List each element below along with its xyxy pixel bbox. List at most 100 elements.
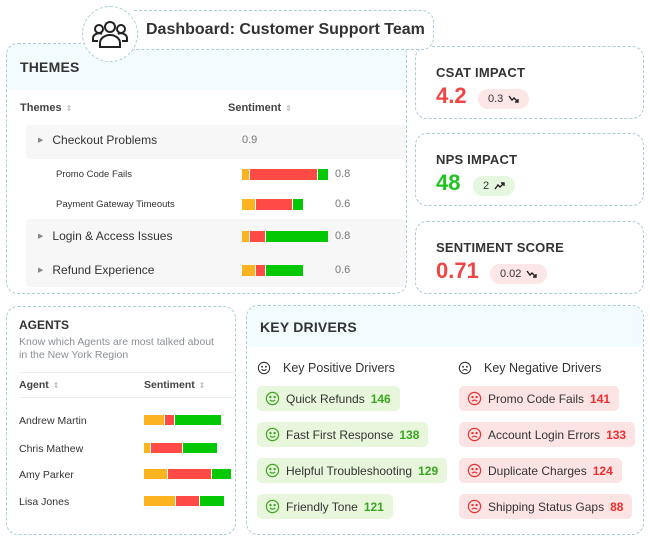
sentiment-bar-segment-negative	[250, 169, 317, 180]
agent-name: Andrew Martin	[19, 415, 87, 427]
agent-name: Amy Parker	[19, 469, 74, 481]
theme-row[interactable]: ▶ Refund Experience	[38, 262, 154, 278]
sentiment-value: 0.6	[335, 264, 350, 276]
driver-label: Friendly Tone	[286, 500, 358, 514]
agent-name: Chris Mathew	[19, 443, 83, 455]
agent-sentiment-column-header[interactable]: Sentiment ⇕	[144, 379, 205, 391]
themes-title: THEMES	[7, 44, 406, 90]
driver-count: 121	[364, 500, 384, 514]
frown-icon	[458, 361, 472, 375]
metric-change-badge: 2	[473, 176, 515, 196]
driver-label: Fast First Response	[286, 428, 393, 442]
driver-label: Quick Refunds	[286, 392, 365, 406]
positive-drivers-heading: Key Positive Drivers	[257, 361, 395, 375]
theme-row[interactable]: Payment Gateway Timeouts	[56, 196, 175, 212]
sentiment-bar-segment-neutral	[144, 469, 167, 479]
driver-label: Account Login Errors	[488, 428, 600, 442]
frown-icon	[467, 499, 482, 514]
agent-row[interactable]: Amy Parker	[19, 468, 74, 482]
driver-count: 133	[606, 428, 626, 442]
metric-change: 0.3	[488, 93, 503, 105]
agent-column-label: Agent	[19, 379, 49, 391]
themes-column-label: Themes	[20, 102, 62, 114]
positive-driver-chip[interactable]: Friendly Tone 121	[257, 494, 393, 519]
metric-title: NPS IMPACT	[436, 152, 517, 167]
sentiment-value: 0.6	[335, 198, 350, 210]
sentiment-bar-segment-negative	[165, 415, 174, 425]
theme-row[interactable]: ▶ Checkout Problems	[38, 132, 157, 148]
driver-count: 141	[590, 392, 610, 406]
agent-sentiment-column-label: Sentiment	[144, 379, 195, 391]
sentiment-bar	[242, 169, 328, 180]
sentiment-bar-segment-positive	[183, 443, 217, 453]
theme-sentiment: 0.6	[242, 196, 350, 212]
sentiment-bar-segment-neutral	[242, 231, 249, 242]
positive-drivers-label: Key Positive Drivers	[283, 361, 395, 375]
sentiment-bar-segment-neutral	[144, 443, 150, 453]
team-icon-badge	[82, 6, 138, 62]
smile-icon	[265, 499, 280, 514]
metric-card: SENTIMENT SCORE 0.71 0.02	[415, 221, 644, 294]
negative-driver-chip[interactable]: Account Login Errors 133	[459, 422, 635, 447]
agent-sentiment-bar	[144, 496, 224, 506]
sentiment-bar-segment-neutral	[242, 169, 249, 180]
driver-label: Duplicate Charges	[488, 464, 587, 478]
driver-count: 124	[593, 464, 613, 478]
expand-icon[interactable]: ▶	[38, 136, 43, 144]
sentiment-bar-segment-negative	[168, 469, 211, 479]
driver-label: Promo Code Fails	[488, 392, 584, 406]
theme-label: Login & Access Issues	[52, 229, 172, 243]
metric-change: 2	[483, 180, 489, 192]
theme-row[interactable]: ▶ Login & Access Issues	[38, 228, 172, 244]
metric-change-badge: 0.02	[490, 264, 547, 284]
metric-value: 0.71	[436, 258, 479, 284]
sentiment-bar-segment-negative	[176, 496, 199, 506]
agents-subtitle: Know which Agents are most talked about …	[19, 336, 219, 362]
agent-sentiment-bar	[144, 443, 217, 453]
positive-driver-chip[interactable]: Fast First Response 138	[257, 422, 428, 447]
sentiment-bar-segment-positive	[266, 265, 303, 276]
negative-driver-chip[interactable]: Duplicate Charges 124	[459, 458, 622, 483]
expand-icon[interactable]: ▶	[38, 232, 43, 240]
agent-row[interactable]: Lisa Jones	[19, 495, 69, 509]
agent-sentiment-bar	[144, 469, 231, 479]
theme-label: Promo Code Fails	[56, 169, 132, 180]
agents-title: AGENTS	[19, 318, 69, 332]
negative-driver-chip[interactable]: Shipping Status Gaps 88	[459, 494, 632, 519]
sentiment-bar-segment-positive	[200, 496, 224, 506]
negative-drivers-heading: Key Negative Drivers	[458, 361, 601, 375]
agent-row[interactable]: Chris Mathew	[19, 442, 83, 456]
theme-sentiment: 0.6	[242, 262, 350, 278]
positive-driver-chip[interactable]: Helpful Troubleshooting 129	[257, 458, 447, 483]
theme-label: Checkout Problems	[52, 133, 157, 147]
divider	[19, 397, 235, 398]
theme-label: Refund Experience	[52, 263, 154, 277]
agent-column-header[interactable]: Agent ⇕	[19, 379, 59, 391]
positive-driver-chip[interactable]: Quick Refunds 146	[257, 386, 400, 411]
theme-row[interactable]: Promo Code Fails	[56, 166, 132, 182]
sentiment-bar-segment-positive	[293, 199, 303, 210]
sentiment-value: 0.8	[335, 168, 350, 180]
smile-icon	[265, 463, 280, 478]
sort-icon: ⇕	[199, 381, 206, 390]
metric-title: CSAT IMPACT	[436, 65, 525, 80]
theme-label: Payment Gateway Timeouts	[56, 199, 175, 210]
driver-label: Shipping Status Gaps	[488, 500, 604, 514]
sentiment-column-header[interactable]: Sentiment ⇕	[228, 102, 292, 114]
key-drivers-title: KEY DRIVERS	[247, 306, 643, 347]
frown-icon	[467, 427, 482, 442]
themes-column-header[interactable]: Themes ⇕	[20, 102, 72, 114]
sort-icon: ⇕	[285, 104, 292, 113]
smile-icon	[257, 361, 271, 375]
driver-label: Helpful Troubleshooting	[286, 464, 412, 478]
divider	[19, 372, 235, 373]
sentiment-bar-segment-negative	[250, 231, 265, 242]
agent-row[interactable]: Andrew Martin	[19, 414, 87, 428]
sentiment-bar-segment-positive	[318, 169, 328, 180]
metric-change-badge: 0.3	[478, 89, 529, 109]
driver-count: 138	[399, 428, 419, 442]
agents-card: AGENTS Know which Agents are most talked…	[6, 306, 236, 535]
negative-driver-chip[interactable]: Promo Code Fails 141	[459, 386, 619, 411]
trend-down-icon	[526, 270, 537, 278]
expand-icon[interactable]: ▶	[38, 266, 43, 274]
